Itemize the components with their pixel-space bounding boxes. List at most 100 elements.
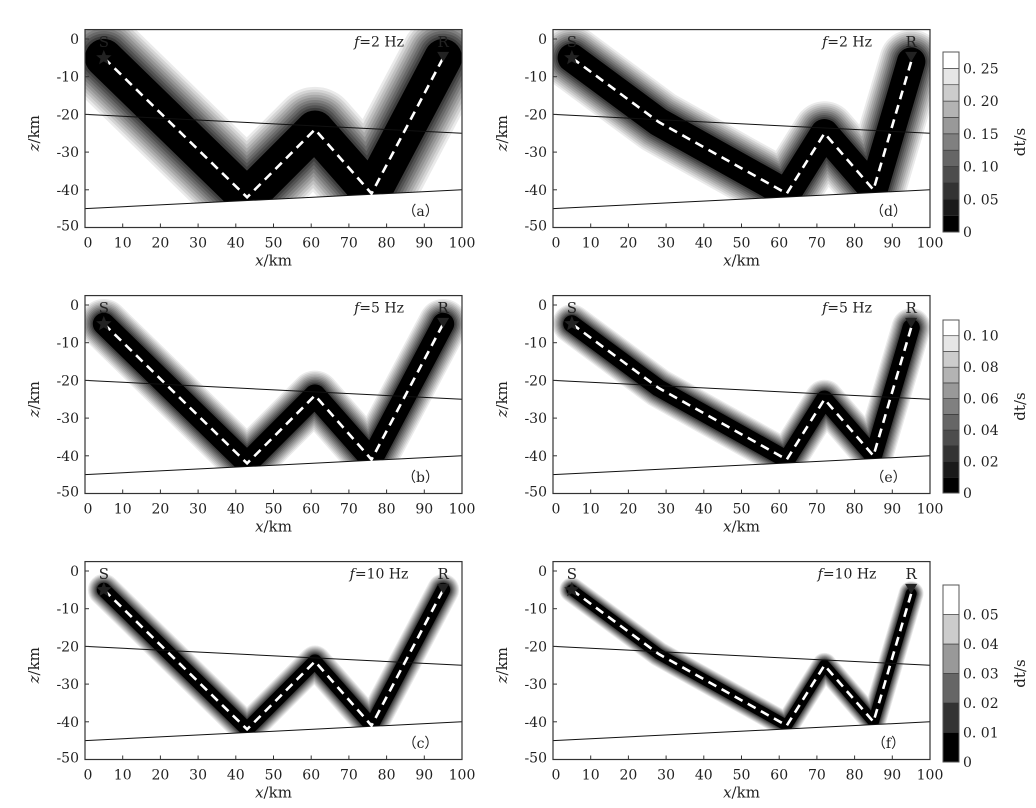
- colorbar-1: 0 0. 05 0. 10 0. 15 0. 20 0. 25 dt/s: [942, 51, 1029, 241]
- x-tick-label: 70: [808, 236, 826, 252]
- colorbar-band: [942, 51, 960, 69]
- frequency-label: f=10 Hz: [817, 567, 877, 583]
- plot-frame: [552, 560, 931, 761]
- source-label: S: [99, 299, 109, 317]
- receiver-triangle-icon: [905, 583, 918, 594]
- colorbar-band: [942, 414, 960, 431]
- colorbar-tick-label: 0. 05: [963, 608, 999, 624]
- x-tick-label: 30: [657, 768, 675, 784]
- colorbar-band: [942, 643, 960, 674]
- x-tick-label: 0: [552, 236, 561, 252]
- y-tick-label: -30: [56, 677, 79, 693]
- panel-c: 0 10 20 30 40 50 60 70 80 90 1000-10-20-30-40-50x/…: [25, 560, 475, 802]
- y-tick-label: -40: [56, 183, 79, 199]
- colorbar-tick-label: 0. 04: [963, 637, 999, 653]
- colorbar-tick-label: 0. 06: [963, 392, 999, 408]
- x-tick-label: 0: [552, 768, 561, 784]
- y-tick-label: -30: [524, 677, 547, 693]
- source-label: S: [567, 565, 577, 583]
- x-axis-label: x/km: [723, 518, 760, 536]
- colorbar-label: dt/s: [1011, 128, 1029, 156]
- y-axis-var: z: [493, 409, 511, 418]
- x-tick-label: 60: [302, 768, 320, 784]
- x-axis-label: x/km: [255, 252, 292, 270]
- x-tick-label: 0: [552, 502, 561, 518]
- colorbar-band: [942, 614, 960, 645]
- y-axis-label: z/km: [493, 647, 511, 684]
- y-tick-label: -20: [56, 639, 79, 655]
- y-tick-label: -50: [524, 485, 547, 501]
- colorbar-tick-label: 0. 01: [963, 726, 999, 742]
- panel-label: （d）: [870, 204, 907, 220]
- frequency-value: =10 Hz: [355, 567, 409, 583]
- upper-interface: [552, 379, 931, 400]
- panel-f: 0 10 20 30 40 50 60 70 80 90 1000-10-20-30-40-50x/…: [493, 560, 944, 802]
- colorbar-band: [942, 335, 960, 352]
- x-axis-var: x: [255, 784, 264, 802]
- upper-interface: [84, 113, 463, 134]
- y-axis-var: z: [493, 143, 511, 152]
- y-axis-var: z: [25, 409, 43, 418]
- source-label: S: [99, 565, 109, 583]
- lower-interface: [84, 189, 463, 210]
- panel-label: （f）: [872, 736, 905, 752]
- y-axis-label: z/km: [25, 381, 43, 418]
- colorbar-band: [942, 351, 960, 368]
- x-tick-label: 60: [770, 502, 788, 518]
- source-label: S: [567, 299, 577, 317]
- receiver-triangle-icon: [437, 583, 450, 594]
- y-tick-label: -30: [524, 411, 547, 427]
- x-tick-label: 50: [733, 768, 751, 784]
- source-star-icon: [564, 49, 580, 65]
- upper-interface: [552, 645, 931, 666]
- colorbar-tick-label: 0. 08: [963, 360, 999, 376]
- x-tick-label: 20: [151, 236, 169, 252]
- y-tick-label: -50: [524, 219, 547, 235]
- colorbar-band: [942, 215, 960, 233]
- colorbar-band: [942, 149, 960, 167]
- x-axis-label: x/km: [723, 252, 760, 270]
- y-tick-label: -20: [56, 107, 79, 123]
- x-tick-label: 30: [189, 502, 207, 518]
- colorbar-tick-label: 0. 15: [963, 127, 999, 143]
- frequency-symbol: f: [821, 35, 830, 51]
- x-tick-label: 60: [770, 236, 788, 252]
- colorbar-band: [942, 182, 960, 200]
- x-tick-label: 10: [582, 236, 600, 252]
- ray-path: [571, 322, 913, 462]
- x-tick-label: 100: [449, 502, 476, 518]
- colorbar-tick-label: 0. 02: [963, 455, 999, 471]
- y-axis-label: z/km: [25, 647, 43, 684]
- panel-b: 0 10 20 30 40 50 60 70 80 90 1000-10-20-30-40-50x/…: [25, 294, 476, 536]
- colorbar-band: [942, 133, 960, 151]
- colorbar-band: [942, 100, 960, 118]
- x-tick-label: 10: [114, 236, 132, 252]
- panel-a: 0 10 20 30 40 50 60 70 80 90 1000-10-20-30-40-50x/…: [25, 28, 475, 270]
- upper-interface: [552, 113, 931, 134]
- frequency-value: =2 Hz: [359, 35, 404, 51]
- sensitivity-kernel: [86, 572, 461, 741]
- receiver-label: R: [438, 33, 450, 51]
- x-tick-label: 0: [84, 236, 93, 252]
- x-tick-label: 70: [340, 768, 358, 784]
- source-star-icon: [96, 49, 112, 65]
- y-tick-label: -40: [56, 715, 79, 731]
- y-tick-label: -50: [56, 485, 79, 501]
- colorbar-band: [942, 198, 960, 216]
- lower-interface: [84, 455, 463, 476]
- colorbar-frame: [942, 584, 960, 763]
- x-tick-label: 100: [917, 768, 944, 784]
- y-tick-label: -10: [56, 336, 79, 352]
- upper-interface: [84, 379, 463, 400]
- panel-label: （e）: [870, 470, 906, 486]
- colorbar-3: 0 0. 01 0. 02 0. 03 0. 04 0. 05 dt/s: [942, 584, 1029, 771]
- x-axis-var: x: [255, 252, 264, 270]
- x-axis-label: x/km: [255, 518, 292, 536]
- colorbar-band: [942, 166, 960, 184]
- frequency-symbol: f: [349, 567, 358, 583]
- colorbar-tick-label: 0: [963, 486, 972, 502]
- colorbar-tick-label: 0. 05: [963, 192, 999, 208]
- colorbar-tick-label: 0: [963, 755, 972, 771]
- x-axis-var: x: [723, 784, 732, 802]
- x-tick-label: 20: [619, 768, 637, 784]
